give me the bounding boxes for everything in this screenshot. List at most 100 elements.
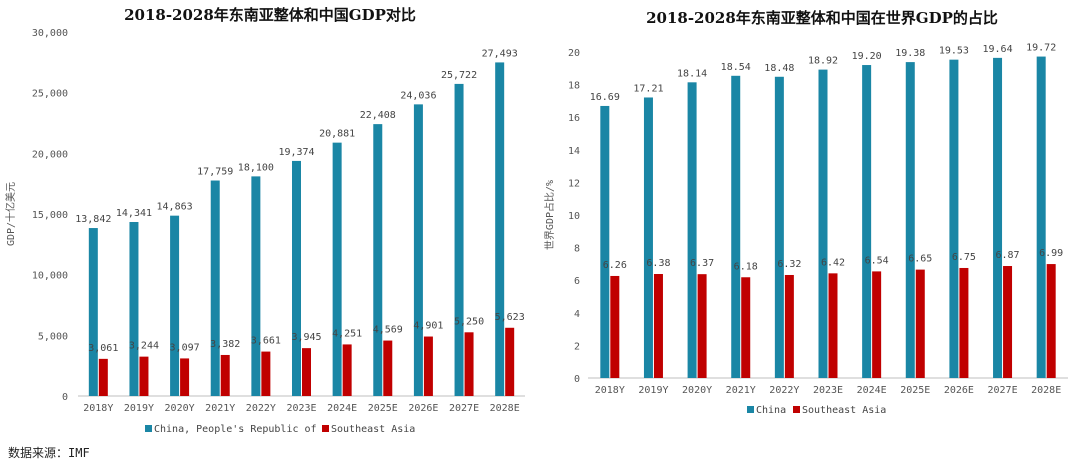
chart1-bar-southeast-asia <box>220 354 230 396</box>
chart1-x-tick: 2022Y <box>246 403 276 414</box>
chart1-bar-southeast-asia <box>505 327 515 396</box>
chart1-bar-southeast-asia <box>342 344 352 396</box>
chart1-data-label-southeast-asia: 5,623 <box>495 312 525 323</box>
chart2-y-tick: 8 <box>574 244 580 255</box>
chart2-data-label-china: 19.53 <box>939 46 969 57</box>
chart2-bar-china <box>818 69 828 378</box>
chart1-data-label-china: 17,759 <box>197 167 233 178</box>
chart2-legend-southeast-asia: Southeast Asia <box>802 405 886 416</box>
chart1-bar-china <box>413 104 423 397</box>
chart1-x-tick: 2019Y <box>124 403 154 414</box>
chart1-x-tick: 2020Y <box>165 403 195 414</box>
chart2-data-label-china: 19.72 <box>1026 43 1056 54</box>
chart1-data-label-southeast-asia: 3,061 <box>88 343 118 354</box>
chart2-bar-southeast-asia <box>653 274 663 378</box>
chart1-bar-southeast-asia <box>464 332 474 396</box>
chart1-bar-southeast-asia <box>383 340 393 396</box>
chart2-data-label-southeast-asia: 6.32 <box>777 259 801 270</box>
chart2-legend-swatch-china <box>747 406 754 413</box>
chart2-data-label-southeast-asia: 6.65 <box>908 254 932 265</box>
chart2-y-tick: 6 <box>574 276 580 287</box>
chart1-data-label-southeast-asia: 3,097 <box>170 342 200 353</box>
chart2-data-label-china: 19.64 <box>982 44 1012 55</box>
chart1-y-tick: 5,000 <box>38 331 68 342</box>
chart2-x-tick: 2023E <box>813 385 843 396</box>
chart1-legend-swatch-china <box>145 425 152 432</box>
chart1-data-label-southeast-asia: 5,250 <box>454 316 484 327</box>
chart2-bar-southeast-asia <box>1046 264 1056 378</box>
chart1-bar-china <box>251 176 261 396</box>
chart1-legend-southeast-asia: Southeast Asia <box>331 424 415 435</box>
chart2-data-label-southeast-asia: 6.42 <box>821 257 845 268</box>
chart2-bar-china <box>862 65 872 378</box>
chart2-bar-china <box>949 59 959 378</box>
chart1-bar-china <box>292 160 301 396</box>
chart2-legend-swatch-southeast-asia <box>793 406 800 413</box>
chart2-bar-china <box>905 62 915 379</box>
chart1-x-tick: 2023E <box>286 403 316 414</box>
chart1-x-tick: 2025E <box>368 403 398 414</box>
chart2-bar-china <box>687 82 697 379</box>
chart2-data-label-southeast-asia: 6.87 <box>995 250 1019 261</box>
chart2-data-label-china: 18.54 <box>721 62 751 73</box>
chart1-bar-southeast-asia <box>139 356 149 396</box>
chart2-data-label-southeast-asia: 6.18 <box>734 261 758 272</box>
chart2-data-label-southeast-asia: 6.99 <box>1039 248 1063 259</box>
chart1-data-label-southeast-asia: 4,901 <box>413 321 443 332</box>
chart1-y-tick: 0 <box>62 392 68 403</box>
chart1-bar-china <box>332 142 342 396</box>
chart1-data-label-southeast-asia: 4,251 <box>332 328 362 339</box>
chart2-x-tick: 2019Y <box>638 385 668 396</box>
chart2-bar-southeast-asia <box>828 273 838 378</box>
chart2-data-label-china: 18.48 <box>764 63 794 74</box>
chart2-data-label-china: 18.92 <box>808 56 838 67</box>
chart1-data-label-china: 18,100 <box>238 162 274 173</box>
chart2-title: 2018-2028年东南亚整体和中国在世界GDP的占比 <box>646 9 998 27</box>
chart2-x-tick: 2028E <box>1031 385 1061 396</box>
chart2-bar-china <box>1036 56 1046 379</box>
chart1-data-label-southeast-asia: 3,661 <box>251 336 281 347</box>
chart1-bar-southeast-asia <box>302 348 311 396</box>
chart1-y-tick: 10,000 <box>32 271 68 282</box>
chart2-y-axis-label: 世界GDP占比/% <box>543 180 556 250</box>
chart1-data-label-china: 24,036 <box>400 90 436 101</box>
chart2-y-tick: 16 <box>568 113 580 124</box>
chart1-bar-southeast-asia <box>423 336 433 396</box>
chart1-bar-china <box>373 124 383 396</box>
chart2-y-tick: 10 <box>568 211 580 222</box>
chart2-x-tick: 2022Y <box>769 385 799 396</box>
chart2-bar-china <box>643 97 653 379</box>
chart2-data-label-southeast-asia: 6.37 <box>690 258 714 269</box>
chart1-data-label-china: 27,493 <box>482 48 518 59</box>
chart2-bar-southeast-asia <box>784 274 794 378</box>
chart2-x-tick: 2027E <box>987 385 1017 396</box>
chart1-bar-southeast-asia <box>180 358 190 396</box>
chart1-y-tick: 20,000 <box>32 149 68 160</box>
chart1-bar-china <box>495 62 505 396</box>
chart1-x-tick: 2018Y <box>83 403 113 414</box>
chart1-data-label-southeast-asia: 3,382 <box>210 339 240 350</box>
chart2-bar-china <box>774 76 784 378</box>
chart2-x-tick: 2025E <box>900 385 930 396</box>
chart1-data-label-southeast-asia: 4,569 <box>373 325 403 336</box>
source-note: 数据来源：IMF <box>8 446 90 460</box>
chart1-legend-swatch-southeast-asia <box>322 425 329 432</box>
chart2-y-tick: 0 <box>574 374 580 385</box>
chart1-data-label-southeast-asia: 3,244 <box>129 341 159 352</box>
chart1-data-label-china: 22,408 <box>360 110 396 121</box>
chart1-x-tick: 2026E <box>408 403 438 414</box>
chart1-x-tick: 2024E <box>327 403 357 414</box>
chart2-bar-southeast-asia <box>697 274 707 378</box>
chart2-bar-southeast-asia <box>915 269 925 378</box>
chart2-x-tick: 2018Y <box>595 385 625 396</box>
chart1-data-label-china: 19,374 <box>278 147 314 158</box>
chart2-y-tick: 12 <box>568 178 580 189</box>
chart2-x-tick: 2021Y <box>726 385 756 396</box>
chart1-y-tick: 25,000 <box>32 89 68 100</box>
chart2-data-label-southeast-asia: 6.26 <box>603 260 627 271</box>
chart2-bar-southeast-asia <box>610 275 620 378</box>
chart2-y-tick: 18 <box>568 81 580 92</box>
chart2-y-tick: 4 <box>574 309 580 320</box>
chart1-y-tick: 15,000 <box>32 210 68 221</box>
